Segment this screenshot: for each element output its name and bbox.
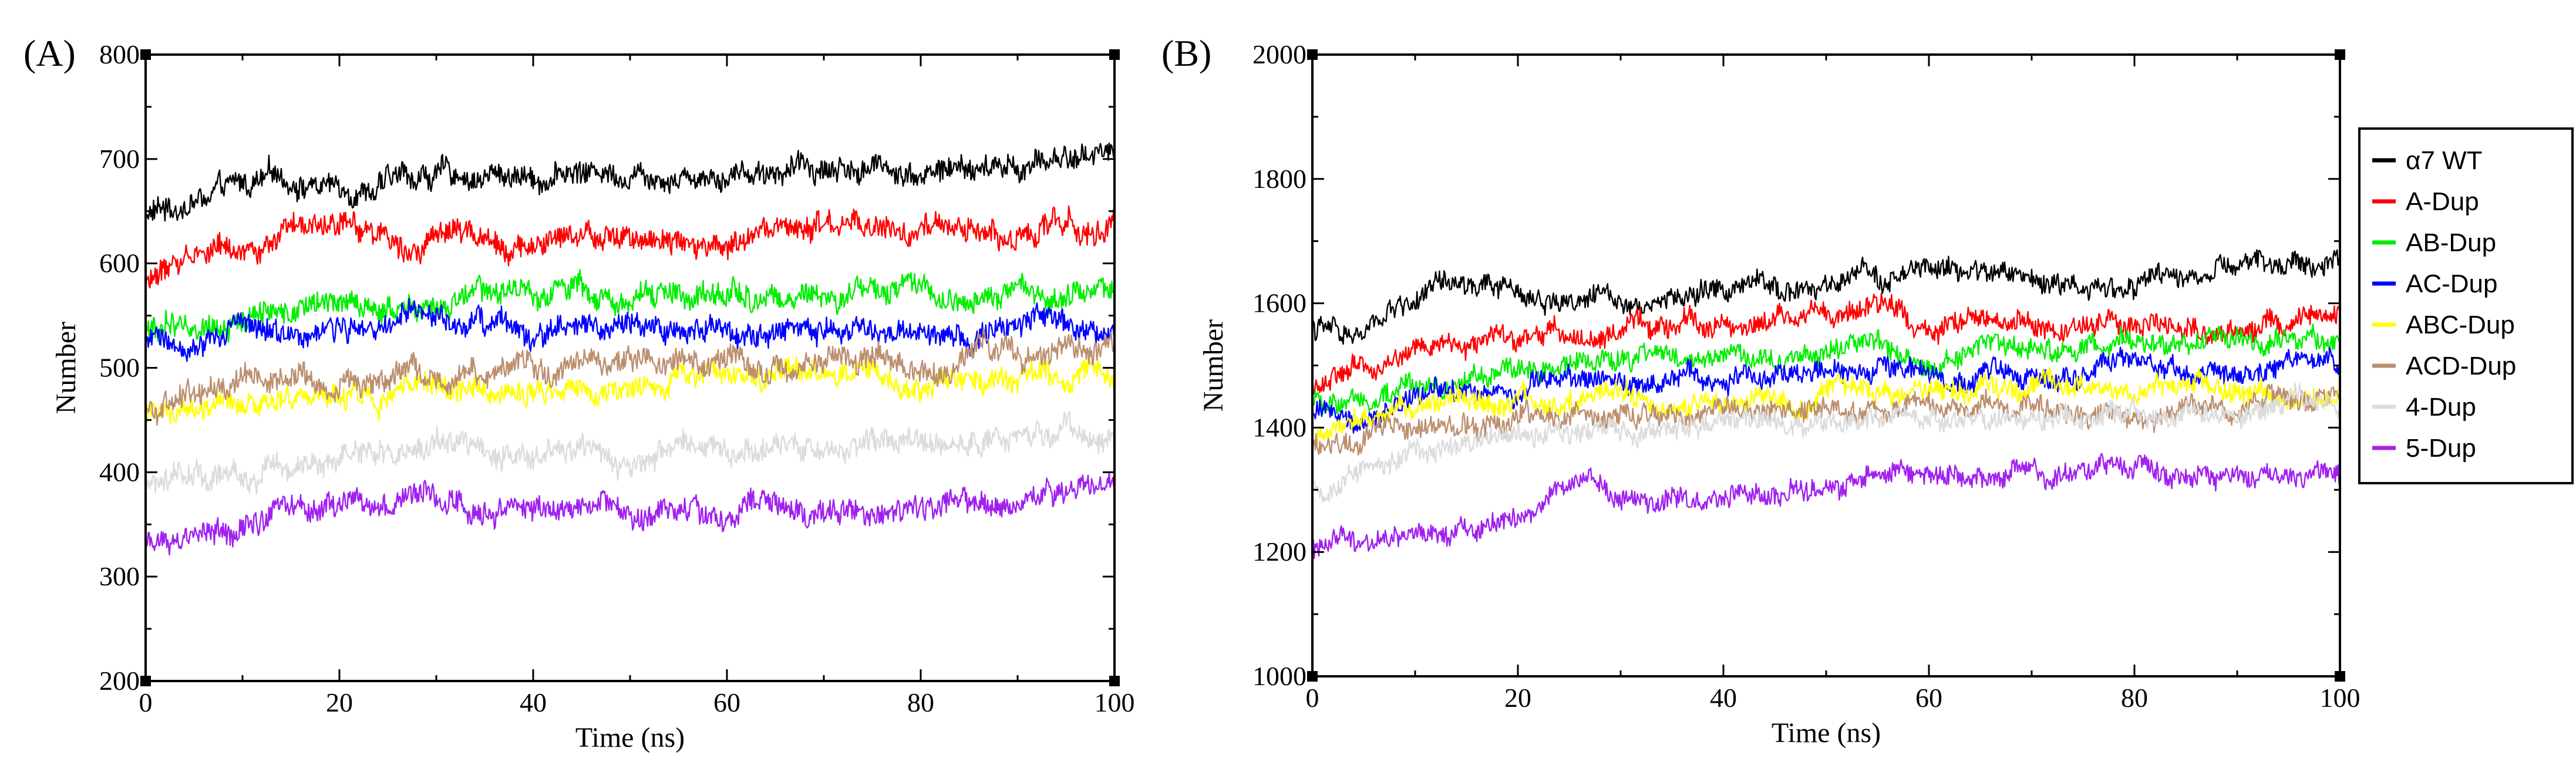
panel-a-y-tick-label: 300 — [99, 561, 140, 591]
panel-a: (A) 0 20 40 60 80 100 200 300 400 500 600 700 800 Tim… — [23, 32, 1135, 753]
panel-b-y-tick-label: 1400 — [1252, 412, 1306, 442]
legend-label: A-Dup — [2406, 187, 2479, 216]
panel-a-series--7-wt — [146, 142, 1114, 222]
panel-b-series-group — [1312, 249, 2340, 559]
panel-b-series-ac-dup — [1312, 346, 2340, 434]
panel-a-x-axis-title: Time (ns) — [575, 722, 685, 753]
panel-b-plot: 0 20 40 60 80 100 1000 1200 1400 1600 1800 2000 Time… — [1198, 39, 2361, 749]
panel-a-plot: 0 20 40 60 80 100 200 300 400 500 600 700 800 Time (n… — [50, 39, 1135, 753]
panel-a-x-tick-label: 20 — [326, 687, 353, 717]
panel-a-x-tick-label: 100 — [1095, 687, 1135, 717]
panel-b-y-axis-title: Number — [1198, 319, 1229, 412]
legend-box — [2358, 127, 2574, 484]
panel-b-series-abc-dup — [1312, 367, 2340, 448]
panel-b-frame — [1311, 53, 2341, 677]
panel-b-label: (B) — [1161, 32, 1211, 74]
panel-b-y-tick-label: 1600 — [1252, 288, 1306, 318]
panel-b-x-tick-label: 60 — [1915, 683, 1942, 713]
panel-a-series-ab-dup — [146, 269, 1114, 343]
panel-b: (B) 0 20 40 60 80 100 1000 1200 1400 1600 1800 2000… — [1161, 32, 2361, 749]
panel-a-y-tick-label: 800 — [99, 39, 140, 69]
panel-b-series-a-dup — [1312, 292, 2340, 395]
panel-b-y-tick-label: 1000 — [1252, 661, 1306, 691]
panel-a-x-tick-label: 60 — [713, 687, 740, 717]
panel-b-x-tick-label: 80 — [2121, 683, 2148, 713]
panel-b-x-tick-label: 100 — [2320, 683, 2361, 713]
panel-b-series--7-wt — [1312, 249, 2340, 345]
panel-b-series-acd-dup — [1312, 383, 2340, 456]
panel-b-x-tick-label: 40 — [1710, 683, 1737, 713]
panel-b-y-tick-label: 1800 — [1252, 164, 1306, 194]
panel-a-series-group — [146, 142, 1114, 556]
panel-a-x-tick-label: 40 — [520, 687, 547, 717]
panel-a-y-tick-label: 500 — [99, 353, 140, 383]
panel-a-y-tick-label: 200 — [99, 666, 140, 696]
panel-b-y-tick-label: 2000 — [1252, 39, 1306, 69]
panel-b-y-tick-label: 1200 — [1252, 537, 1306, 567]
legend-items: α7 WT A-Dup AB-Dup AC-Dup ABC-Dup ACD-Dup 4-Du… — [2372, 146, 2516, 463]
panel-a-series-5-dup — [146, 471, 1114, 556]
panel-a-series-acd-dup — [146, 329, 1114, 426]
legend-label: AC-Dup — [2406, 269, 2498, 298]
panel-a-label: (A) — [23, 32, 76, 74]
panel-a-y-tick-label: 600 — [99, 248, 140, 278]
panel-b-x-axis-title: Time (ns) — [1772, 717, 1881, 749]
legend-label: AB-Dup — [2406, 228, 2496, 257]
panel-a-y-tick-label: 700 — [99, 144, 140, 174]
legend: α7 WT A-Dup AB-Dup AC-Dup ABC-Dup ACD-Dup 4-Du… — [2358, 127, 2574, 484]
legend-label: ACD-Dup — [2406, 352, 2516, 380]
panel-a-y-axis-title: Number — [50, 322, 82, 414]
panel-a-series-abc-dup — [146, 356, 1114, 425]
legend-label: 4-Dup — [2406, 393, 2476, 422]
panel-a-series-ac-dup — [146, 298, 1114, 362]
panel-b-series-ab-dup — [1312, 323, 2340, 415]
panel-a-series-4-dup — [146, 410, 1114, 495]
panel-a-x-tick-label: 80 — [907, 687, 934, 717]
legend-label: ABC-Dup — [2406, 311, 2515, 339]
legend-label: 5-Dup — [2406, 434, 2476, 463]
panel-a-y-tick-label: 400 — [99, 457, 140, 487]
legend-label: α7 WT — [2406, 146, 2483, 175]
panel-b-x-tick-label: 0 — [1306, 683, 1319, 713]
panel-b-series-4-dup — [1312, 382, 2340, 503]
panel-a-x-tick-label: 0 — [139, 687, 153, 717]
panel-b-series-5-dup — [1312, 453, 2340, 559]
panel-a-series-a-dup — [146, 205, 1114, 293]
panel-b-x-tick-label: 20 — [1504, 683, 1531, 713]
panel-a-frame — [144, 53, 1116, 682]
